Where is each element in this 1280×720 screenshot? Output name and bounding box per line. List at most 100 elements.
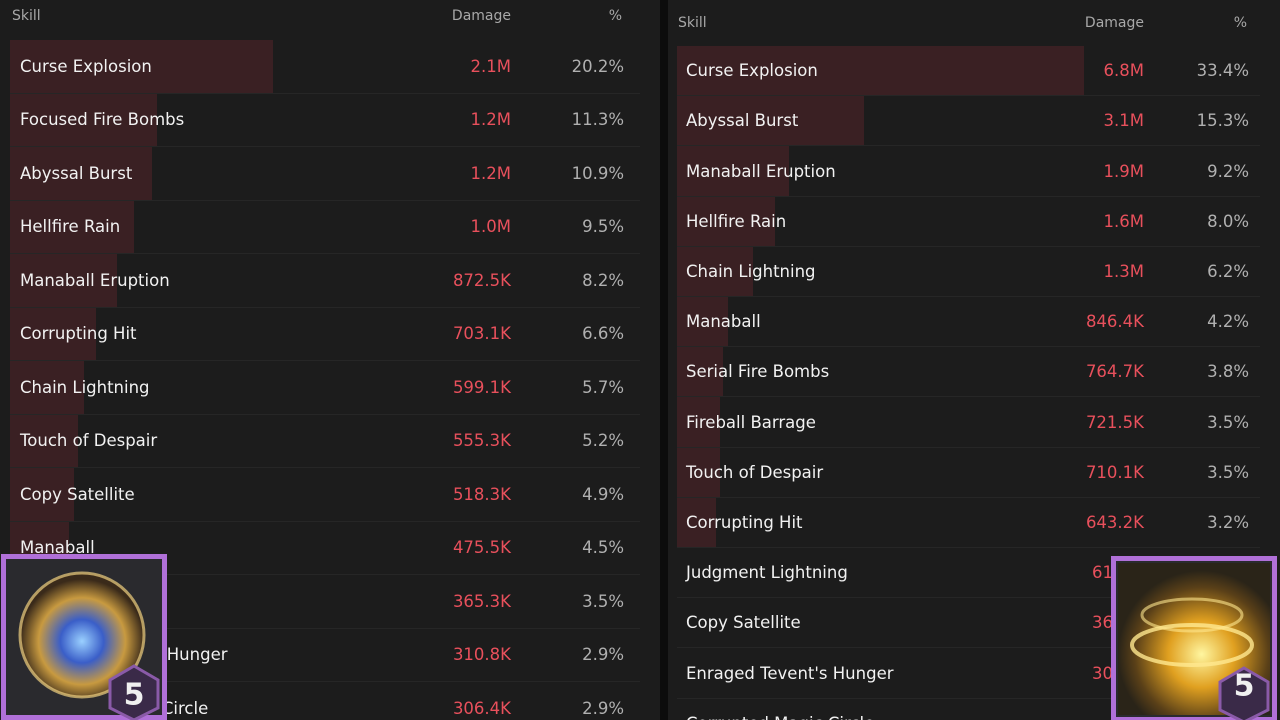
row-divider: [677, 597, 1260, 599]
skill-name: Touch of Despair: [20, 431, 158, 451]
header-percent: %: [1233, 15, 1247, 31]
percent-value: 9.2%: [1207, 161, 1249, 181]
row-divider: [10, 467, 640, 468]
row-divider: [677, 145, 1260, 147]
damage-value: 703.1K: [452, 324, 511, 344]
row-divider: [10, 681, 640, 682]
header-damage: Damage: [451, 8, 511, 24]
row-divider: [10, 413, 640, 415]
row-divider: [10, 520, 640, 522]
damage-bar: [10, 93, 157, 146]
damage-value: 518.3K: [452, 484, 511, 504]
skill-name: Enraged Tevent's Hunger: [686, 663, 894, 683]
row-divider: [10, 574, 640, 575]
skill-name: Abyssal Burst: [686, 111, 799, 131]
skill-name: Copy Satellite: [20, 484, 135, 504]
skill-name: Abyssal Burst: [20, 163, 133, 183]
damage-value: 1.0M: [470, 217, 511, 237]
row-divider: [10, 360, 640, 361]
percent-value: 2.9%: [582, 645, 624, 665]
skill-name: Manaball: [686, 312, 761, 332]
damage-value: 6.8M: [1103, 61, 1144, 81]
percent-value: 3.2%: [1207, 512, 1249, 532]
skill-name: Manaball Eruption: [686, 161, 836, 181]
percent-value: 5.7%: [582, 377, 624, 397]
percent-value: 4.9%: [582, 484, 624, 504]
percent-value: 15.3%: [1196, 111, 1249, 131]
percent-value: 3.5%: [582, 591, 624, 611]
damage-value: 475.5K: [452, 538, 511, 558]
row-divider: [677, 195, 1260, 197]
percent-value: 4.2%: [1207, 312, 1249, 332]
damage-bar: [677, 497, 717, 547]
skill-name: Curse Explosion: [686, 61, 818, 81]
row-divider: [677, 547, 1260, 548]
row-divider: [677, 647, 1260, 649]
damage-value: 846.4K: [1085, 312, 1144, 332]
damage-value: 1.9M: [1103, 161, 1144, 181]
skill-name: Focused Fire Bombs: [20, 110, 185, 130]
percent-value: 6.2%: [1207, 261, 1249, 281]
row-divider: [10, 253, 640, 254]
percent-value: 20.2%: [571, 56, 624, 76]
skill-name: Curse Explosion: [20, 56, 152, 76]
percent-value: 5.2%: [582, 431, 624, 451]
damage-bar: [10, 414, 78, 467]
skill-name: Serial Fire Bombs: [686, 362, 830, 382]
percent-value: 2.9%: [582, 698, 624, 718]
percent-value: 8.2%: [582, 270, 624, 290]
header-percent: %: [608, 8, 622, 24]
damage-value: 1.3M: [1103, 261, 1144, 281]
damage-bar: [10, 40, 273, 93]
damage-bar: [10, 254, 117, 307]
skill-name: Chain Lightning: [686, 261, 816, 281]
damage-value: 2.1M: [470, 56, 511, 76]
header-skill: Skill: [12, 8, 41, 24]
skill-name: Touch of Despair: [686, 462, 824, 482]
damage-value: 555.3K: [452, 431, 511, 451]
row-divider: [10, 306, 640, 308]
row-divider: [677, 396, 1260, 398]
row-divider: [677, 245, 1260, 247]
row-divider: [677, 296, 1260, 297]
skill-name: Hellfire Rain: [20, 217, 121, 237]
damage-bar: [677, 146, 790, 196]
row-divider: [10, 627, 640, 629]
percent-value: 11.3%: [571, 110, 624, 130]
damage-value: 710.1K: [1085, 462, 1144, 482]
damage-bar: [677, 96, 864, 146]
damage-bar: [10, 361, 85, 414]
damage-bar: [10, 307, 96, 360]
damage-bar: [677, 347, 724, 397]
damage-bar: [677, 447, 720, 497]
percent-value: 3.5%: [1207, 462, 1249, 482]
skill-name: Fireball Barrage: [686, 412, 816, 432]
skill-name: Manaball Eruption: [20, 270, 170, 290]
row-divider: [10, 92, 640, 94]
row-divider: [677, 496, 1260, 498]
row-divider: [677, 95, 1260, 97]
skill-level: 5: [1234, 669, 1255, 704]
percent-value: 6.6%: [582, 324, 624, 344]
skill-name: Manaball: [20, 538, 95, 558]
damage-value: 764.7K: [1085, 362, 1144, 382]
skill-name: Corrupting Hit: [686, 512, 803, 532]
damage-value: 36: [1092, 613, 1113, 633]
damage-bar: [677, 297, 729, 347]
damage-bar: [10, 147, 152, 200]
damage-value: 61: [1092, 563, 1113, 583]
skill-icon: 5: [1, 554, 167, 720]
skill-name: Hellfire Rain: [686, 211, 787, 231]
percent-value: 3.8%: [1207, 362, 1249, 382]
damage-bar: [10, 468, 74, 521]
skill-name: Chain Lightning: [20, 377, 150, 397]
percent-value: 4.5%: [582, 538, 624, 558]
damage-value: 599.1K: [452, 377, 511, 397]
damage-value: 721.5K: [1085, 412, 1144, 432]
damage-value: 310.8K: [452, 645, 511, 665]
skill-level: 5: [124, 678, 145, 713]
percent-value: 8.0%: [1207, 211, 1249, 231]
damage-bar: [677, 246, 753, 296]
damage-value: 643.2K: [1085, 512, 1144, 532]
